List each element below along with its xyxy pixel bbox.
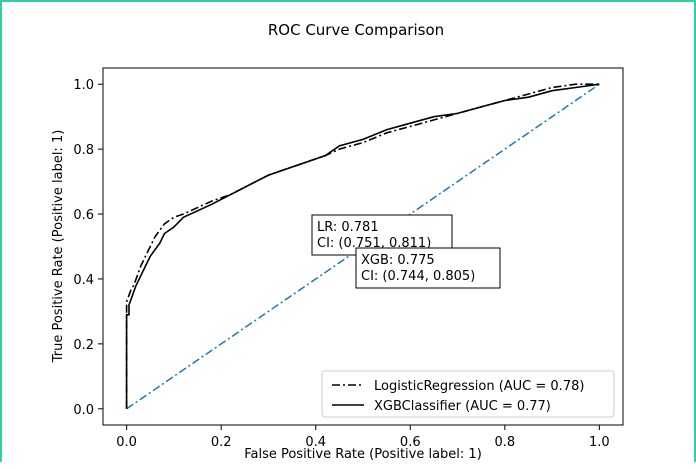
axis-ticks: 0.0 0.2 0.4 0.6 0.8 1.0 0.0 0.2 0.4 0.6 0.8 1.0 [73, 78, 609, 450]
x-tick-label: 0.0 [116, 435, 137, 450]
legend-label: LogisticRegression (AUC = 0.78) [374, 379, 584, 394]
x-tick-label: 0.4 [305, 435, 326, 450]
annotation-frame [355, 247, 501, 289]
y-tick-label: 0.8 [73, 143, 94, 158]
y-tick-label: 1.0 [73, 78, 94, 93]
annotation-text: CI: (0.744, 0.805) [361, 269, 475, 284]
annotation-text: LR: 0.781 [317, 220, 379, 235]
x-tick-label: 0.8 [494, 435, 515, 450]
axes-frame [102, 67, 624, 426]
x-axis-label: False Positive Rate (Positive label: 1) [244, 447, 482, 462]
y-tick-label: 0.4 [73, 273, 94, 288]
plot-area [102, 67, 624, 426]
annotation-text: XGB: 0.775 [361, 253, 435, 268]
annotation-text: CI: (0.751, 0.811) [317, 236, 431, 251]
x-tick-label: 0.6 [400, 435, 421, 450]
x-tick-label: 1.0 [589, 435, 610, 450]
chart-title: ROC Curve Comparison [268, 21, 444, 39]
legend-label: XGBClassifier (AUC = 0.77) [374, 399, 551, 414]
y-tick-label: 0.0 [73, 403, 94, 418]
legend-frame [321, 370, 615, 418]
y-axis-label: True Positive Rate (Positive label: 1) [51, 130, 66, 364]
y-tick-label: 0.6 [73, 208, 94, 223]
x-tick-label: 0.2 [211, 435, 232, 450]
y-tick-label: 0.2 [73, 338, 94, 353]
legend: LogisticRegression (AUC = 0.78) XGBClassi… [321, 370, 615, 418]
series-layer [125, 83, 600, 410]
series-line-0 [125, 83, 600, 409]
roc-chart: ROC Curve Comparison 0.0 0.2 0.4 0.6 0.8 1.00… [51, 21, 624, 462]
